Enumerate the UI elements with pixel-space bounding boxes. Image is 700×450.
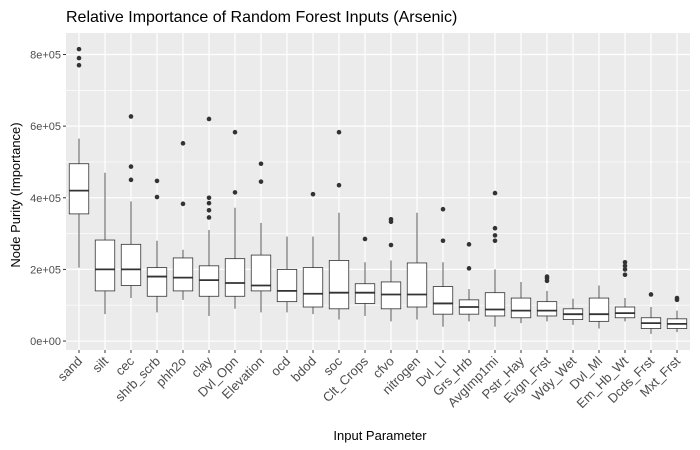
box [328,260,350,310]
outlier-point [492,238,498,244]
outlier-point [76,46,82,52]
boxplot-shrb_scrb [146,178,168,313]
outlier-point [76,55,82,61]
outlier-point [362,236,368,242]
boxplot-Clt_Crops [354,236,376,316]
boxplot-Mxt_Frst [666,295,688,333]
box [536,301,558,317]
y-axis: 0e+00 2e+05 4e+05 6e+05 8e+05 [30,49,66,348]
box [588,297,610,322]
outlier-point [258,179,264,184]
boxplots [68,46,688,334]
box [406,262,428,308]
box [432,286,454,315]
outlier-point [388,242,394,248]
outlier-point [232,190,238,195]
outlier-point [466,242,472,247]
boxplot-clay [198,116,220,316]
outlier-point [336,129,342,135]
y-tick-label: 6e+05 [30,121,61,133]
box [94,239,116,292]
boxplot-cfvo [380,216,402,322]
outlier-point [206,215,212,220]
outlier-point [492,225,498,231]
outlier-point [180,141,186,146]
outlier-point [206,208,212,213]
outlier-point [154,194,160,200]
outlier-point [206,200,212,206]
box [224,258,246,297]
outlier-point [232,129,238,135]
x-axis-title: Input Parameter [333,428,427,443]
boxplot-Elevation [250,161,272,313]
outlier-point [258,161,264,167]
y-tick-label: 2e+05 [30,264,61,276]
outlier-point [440,238,446,244]
outlier-point [128,164,134,169]
outlier-point [466,266,472,271]
boxplot-cec [120,114,142,299]
box [146,267,168,297]
boxplot-Wdy_Wet [562,298,584,325]
boxplot-AvgImp1mi [484,190,506,327]
box [68,163,90,215]
box [484,292,506,317]
outlier-point [492,190,498,196]
boxplot-bdod [302,191,324,315]
chart-title: Relative Importance of Random Forest Inp… [66,9,457,26]
boxplot-Dvl_Opn [224,129,246,309]
x-tick-label: silt [89,353,111,375]
outlier-point [674,295,680,301]
y-tick-label: 8e+05 [30,49,61,61]
outlier-point [76,62,82,68]
y-tick-label: 0e+00 [30,336,61,348]
box [276,269,298,303]
x-tick-label: bdod [288,354,319,385]
box [120,243,142,286]
box [302,267,324,308]
y-axis-title: Node Purity (Importance) [8,122,23,267]
boxplot-silt [94,172,116,315]
boxplot-Pstr_Hay [510,281,532,324]
outlier-point [544,274,550,279]
boxplot-Em_Hb_Wt [614,259,636,322]
boxplot-nitrogen [406,212,428,320]
outlier-point [492,233,498,238]
x-tick-label: sand [55,354,86,385]
outlier-point [622,272,628,278]
boxplot-Dcds_Frst [640,292,662,334]
x-tick-label: phh2o [153,354,189,390]
outlier-point [440,206,446,212]
outlier-point [388,216,394,222]
box [172,257,194,292]
outlier-point [622,267,628,272]
outlier-point [128,177,134,183]
boxplot-Evgn_Frst [536,274,558,322]
boxplot-Grs_Hrb [458,242,480,322]
y-tick-label: 4e+05 [30,193,61,205]
boxplot-Dvl_Ll [432,206,454,327]
outlier-point [154,178,160,184]
outlier-point [622,263,628,269]
boxplot-sand [68,46,90,268]
outlier-point [180,201,186,207]
boxplot-soc [328,129,350,320]
box [250,254,272,292]
outlier-point [648,292,654,297]
boxplot-ocd [276,236,298,313]
outlier-point [310,191,316,197]
box [510,297,532,319]
outlier-point [622,259,628,265]
boxplot-phh2o [172,141,194,300]
outlier-point [206,195,212,201]
plot-panel [66,33,690,350]
outlier-point [336,182,342,188]
outlier-point [206,116,212,122]
outlier-point [128,114,134,119]
boxplot-Dvl_Ml [588,285,610,329]
